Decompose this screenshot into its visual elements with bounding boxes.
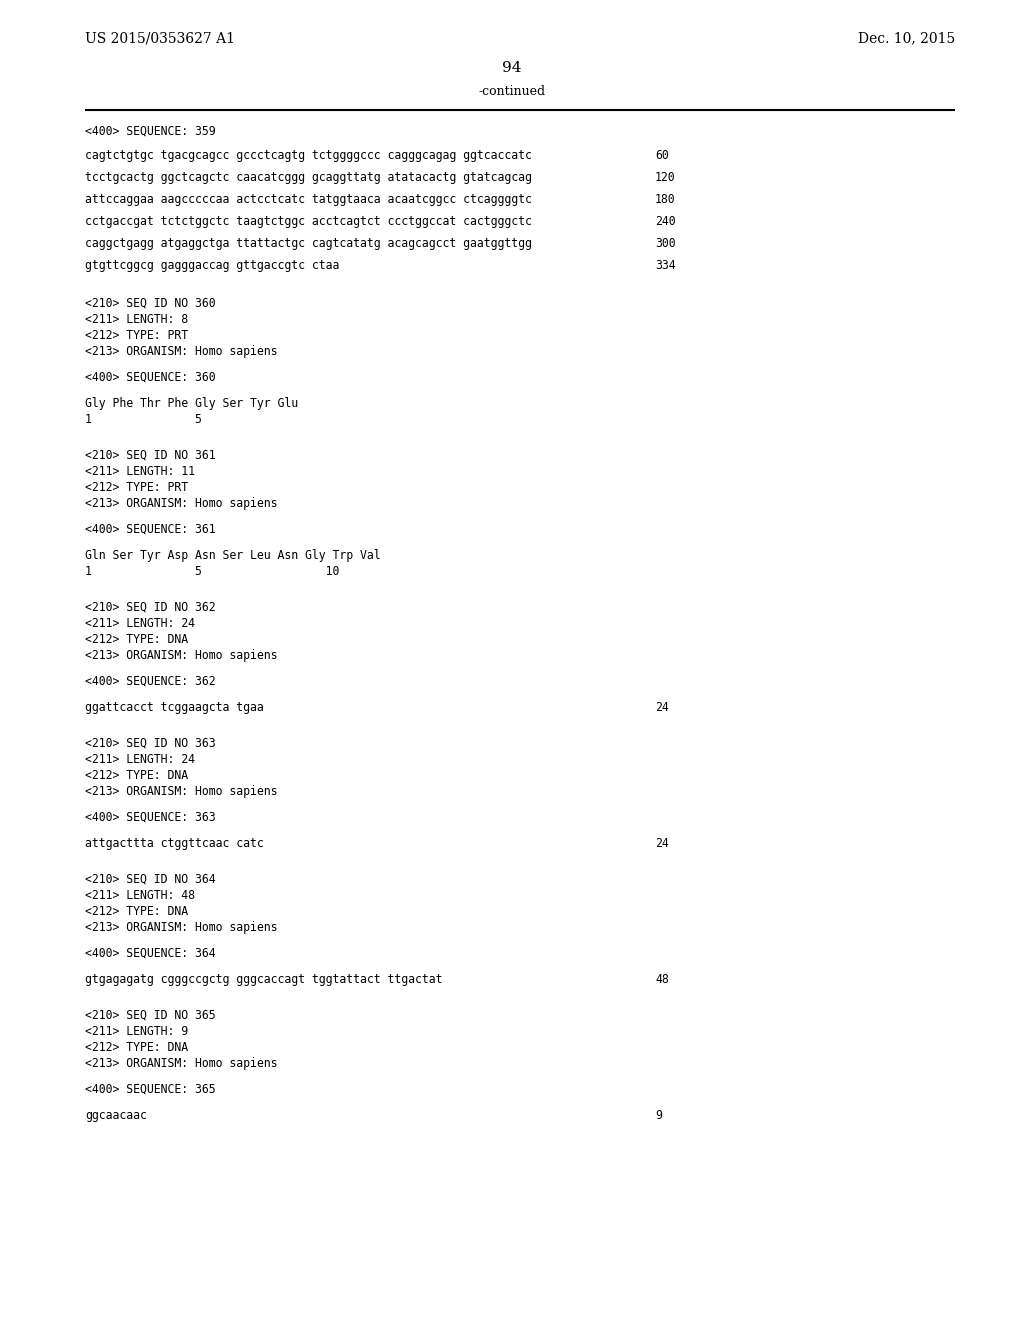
Text: <210> SEQ ID NO 360: <210> SEQ ID NO 360 [85, 297, 216, 310]
Text: tcctgcactg ggctcagctc caacatcggg gcaggttatg atatacactg gtatcagcag: tcctgcactg ggctcagctc caacatcggg gcaggtt… [85, 172, 531, 183]
Text: <213> ORGANISM: Homo sapiens: <213> ORGANISM: Homo sapiens [85, 649, 278, 663]
Text: <211> LENGTH: 8: <211> LENGTH: 8 [85, 313, 188, 326]
Text: <400> SEQUENCE: 365: <400> SEQUENCE: 365 [85, 1082, 216, 1096]
Text: <210> SEQ ID NO 365: <210> SEQ ID NO 365 [85, 1008, 216, 1022]
Text: <400> SEQUENCE: 364: <400> SEQUENCE: 364 [85, 946, 216, 960]
Text: 180: 180 [655, 193, 676, 206]
Text: <212> TYPE: DNA: <212> TYPE: DNA [85, 634, 188, 645]
Text: 240: 240 [655, 215, 676, 228]
Text: 60: 60 [655, 149, 669, 162]
Text: 1               5                  10: 1 5 10 [85, 565, 339, 578]
Text: Dec. 10, 2015: Dec. 10, 2015 [858, 30, 955, 45]
Text: <400> SEQUENCE: 360: <400> SEQUENCE: 360 [85, 371, 216, 384]
Text: <213> ORGANISM: Homo sapiens: <213> ORGANISM: Homo sapiens [85, 785, 278, 799]
Text: <212> TYPE: DNA: <212> TYPE: DNA [85, 906, 188, 917]
Text: <213> ORGANISM: Homo sapiens: <213> ORGANISM: Homo sapiens [85, 345, 278, 358]
Text: 24: 24 [655, 837, 669, 850]
Text: <212> TYPE: PRT: <212> TYPE: PRT [85, 480, 188, 494]
Text: attgacttta ctggttcaac catc: attgacttta ctggttcaac catc [85, 837, 264, 850]
Text: <213> ORGANISM: Homo sapiens: <213> ORGANISM: Homo sapiens [85, 921, 278, 935]
Text: <210> SEQ ID NO 363: <210> SEQ ID NO 363 [85, 737, 216, 750]
Text: <212> TYPE: DNA: <212> TYPE: DNA [85, 770, 188, 781]
Text: 334: 334 [655, 259, 676, 272]
Text: <210> SEQ ID NO 362: <210> SEQ ID NO 362 [85, 601, 216, 614]
Text: 24: 24 [655, 701, 669, 714]
Text: cagtctgtgc tgacgcagcc gccctcagtg tctggggccc cagggcagag ggtcaccatc: cagtctgtgc tgacgcagcc gccctcagtg tctgggg… [85, 149, 531, 162]
Text: ggcaacaac: ggcaacaac [85, 1109, 146, 1122]
Text: US 2015/0353627 A1: US 2015/0353627 A1 [85, 30, 234, 45]
Text: -continued: -continued [478, 84, 546, 98]
Text: 9: 9 [655, 1109, 662, 1122]
Text: gtgagagatg cgggccgctg gggcaccagt tggtattact ttgactat: gtgagagatg cgggccgctg gggcaccagt tggtatt… [85, 973, 442, 986]
Text: 300: 300 [655, 238, 676, 249]
Text: <211> LENGTH: 9: <211> LENGTH: 9 [85, 1026, 188, 1038]
Text: <213> ORGANISM: Homo sapiens: <213> ORGANISM: Homo sapiens [85, 498, 278, 510]
Text: Gln Ser Tyr Asp Asn Ser Leu Asn Gly Trp Val: Gln Ser Tyr Asp Asn Ser Leu Asn Gly Trp … [85, 549, 381, 562]
Text: <211> LENGTH: 24: <211> LENGTH: 24 [85, 752, 195, 766]
Text: <400> SEQUENCE: 362: <400> SEQUENCE: 362 [85, 675, 216, 688]
Text: <213> ORGANISM: Homo sapiens: <213> ORGANISM: Homo sapiens [85, 1057, 278, 1071]
Text: <210> SEQ ID NO 361: <210> SEQ ID NO 361 [85, 449, 216, 462]
Text: 94: 94 [502, 61, 522, 75]
Text: gtgttcggcg gagggaccag gttgaccgtc ctaa: gtgttcggcg gagggaccag gttgaccgtc ctaa [85, 259, 339, 272]
Text: 48: 48 [655, 973, 669, 986]
Text: <212> TYPE: PRT: <212> TYPE: PRT [85, 329, 188, 342]
Text: ggattcacct tcggaagcta tgaa: ggattcacct tcggaagcta tgaa [85, 701, 264, 714]
Text: <400> SEQUENCE: 363: <400> SEQUENCE: 363 [85, 810, 216, 824]
Text: <400> SEQUENCE: 361: <400> SEQUENCE: 361 [85, 523, 216, 536]
Text: 120: 120 [655, 172, 676, 183]
Text: <211> LENGTH: 11: <211> LENGTH: 11 [85, 465, 195, 478]
Text: Gly Phe Thr Phe Gly Ser Tyr Glu: Gly Phe Thr Phe Gly Ser Tyr Glu [85, 397, 298, 411]
Text: <211> LENGTH: 48: <211> LENGTH: 48 [85, 888, 195, 902]
Text: 1               5: 1 5 [85, 413, 202, 426]
Text: <210> SEQ ID NO 364: <210> SEQ ID NO 364 [85, 873, 216, 886]
Text: attccaggaa aagcccccaa actcctcatc tatggtaaca acaatcggcc ctcaggggtc: attccaggaa aagcccccaa actcctcatc tatggta… [85, 193, 531, 206]
Text: <211> LENGTH: 24: <211> LENGTH: 24 [85, 616, 195, 630]
Text: <400> SEQUENCE: 359: <400> SEQUENCE: 359 [85, 125, 216, 139]
Text: caggctgagg atgaggctga ttattactgc cagtcatatg acagcagcct gaatggttgg: caggctgagg atgaggctga ttattactgc cagtcat… [85, 238, 531, 249]
Text: cctgaccgat tctctggctc taagtctggc acctcagtct ccctggccat cactgggctc: cctgaccgat tctctggctc taagtctggc acctcag… [85, 215, 531, 228]
Text: <212> TYPE: DNA: <212> TYPE: DNA [85, 1041, 188, 1053]
